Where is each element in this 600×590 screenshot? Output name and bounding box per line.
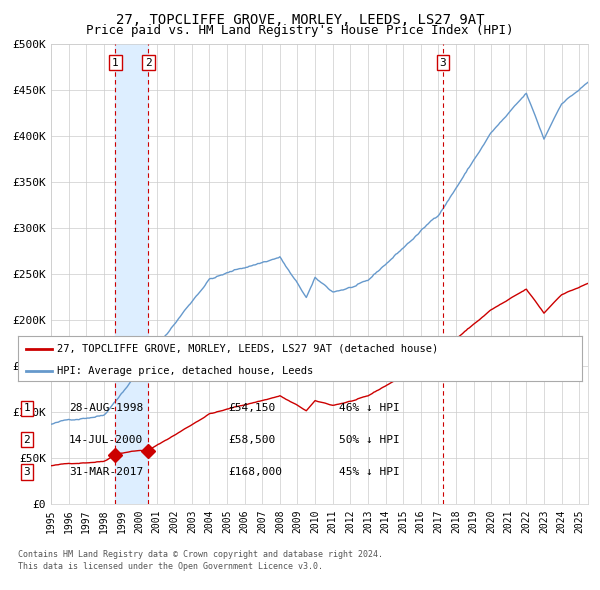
Text: 50% ↓ HPI: 50% ↓ HPI [339,435,400,444]
Text: 2: 2 [145,58,152,68]
Text: 14-JUL-2000: 14-JUL-2000 [69,435,143,444]
Text: £58,500: £58,500 [228,435,275,444]
Text: Price paid vs. HM Land Registry's House Price Index (HPI): Price paid vs. HM Land Registry's House … [86,24,514,37]
Text: 1: 1 [112,58,119,68]
Text: HPI: Average price, detached house, Leeds: HPI: Average price, detached house, Leed… [58,366,314,376]
Text: 27, TOPCLIFFE GROVE, MORLEY, LEEDS, LS27 9AT: 27, TOPCLIFFE GROVE, MORLEY, LEEDS, LS27… [116,13,484,27]
Text: 28-AUG-1998: 28-AUG-1998 [69,404,143,413]
Text: 2: 2 [23,435,31,444]
Text: This data is licensed under the Open Government Licence v3.0.: This data is licensed under the Open Gov… [18,562,323,571]
Text: 1: 1 [23,404,31,413]
Text: 46% ↓ HPI: 46% ↓ HPI [339,404,400,413]
Text: Contains HM Land Registry data © Crown copyright and database right 2024.: Contains HM Land Registry data © Crown c… [18,550,383,559]
Text: £168,000: £168,000 [228,467,282,477]
Text: 31-MAR-2017: 31-MAR-2017 [69,467,143,477]
Text: 27, TOPCLIFFE GROVE, MORLEY, LEEDS, LS27 9AT (detached house): 27, TOPCLIFFE GROVE, MORLEY, LEEDS, LS27… [58,344,439,353]
Text: 45% ↓ HPI: 45% ↓ HPI [339,467,400,477]
Bar [115,44,148,504]
Text: 3: 3 [23,467,31,477]
Text: 3: 3 [439,58,446,68]
Text: £54,150: £54,150 [228,404,275,413]
